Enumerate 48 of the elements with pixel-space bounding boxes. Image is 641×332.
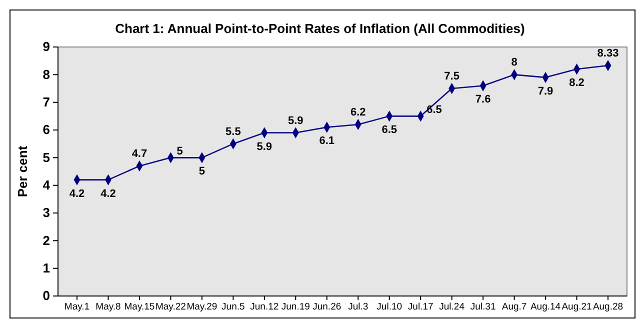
x-tick-label: Aug.14 xyxy=(530,302,561,313)
x-tick-label: May.29 xyxy=(186,302,218,313)
y-tick-label: 7 xyxy=(42,94,50,110)
data-label: 4.2 xyxy=(100,188,116,200)
data-label: 6.5 xyxy=(426,104,442,116)
y-axis-title: Per cent xyxy=(15,145,30,198)
x-tick-label: Jun.5 xyxy=(222,302,245,313)
x-tick-label: Jul.10 xyxy=(376,302,402,313)
data-label: 8.33 xyxy=(597,48,619,60)
data-label: 5 xyxy=(198,166,206,178)
y-tick-label: 9 xyxy=(42,39,50,54)
data-label: 5.9 xyxy=(288,114,304,127)
y-tick-label: 6 xyxy=(42,122,50,138)
data-label: 5.9 xyxy=(256,140,272,153)
x-tick-label: Aug.7 xyxy=(502,302,527,313)
data-label: 6.1 xyxy=(319,135,335,148)
data-label: 8.2 xyxy=(569,77,584,90)
x-tick-label: Aug.21 xyxy=(562,302,592,313)
x-tick-label: May.8 xyxy=(96,302,121,313)
y-tick-label: 0 xyxy=(42,288,50,304)
x-tick-label: May.15 xyxy=(124,302,155,313)
data-label: 6.5 xyxy=(382,124,397,136)
x-tick-label: May.22 xyxy=(155,302,186,313)
chart-title: Chart 1: Annual Point-to-Point Rates of Inflation (All Commodities) xyxy=(115,21,525,36)
data-label: 6.2 xyxy=(350,106,366,118)
x-tick-label: Jul.17 xyxy=(408,302,434,313)
data-label: 7.6 xyxy=(475,94,491,106)
x-tick-label: Jul.3 xyxy=(348,302,368,313)
x-tick-label: Aug.28 xyxy=(592,302,624,313)
data-label: 5 xyxy=(176,146,183,158)
x-tick-label: May.1 xyxy=(64,302,90,313)
y-tick-label: 4 xyxy=(42,177,51,192)
x-tick-label: Jul.24 xyxy=(439,302,465,313)
x-tick-label: Jun.19 xyxy=(281,302,310,313)
x-tick-label: Jun.26 xyxy=(312,302,342,313)
data-label: 7.5 xyxy=(444,70,460,82)
data-label: 8 xyxy=(511,56,518,69)
data-label: 7.9 xyxy=(538,85,554,98)
x-tick-label: Jun.12 xyxy=(250,302,279,313)
x-tick-label: Jul.31 xyxy=(470,302,496,313)
data-label: 4.2 xyxy=(69,188,85,200)
y-tick-label: 5 xyxy=(42,150,50,165)
y-tick-label: 8 xyxy=(42,66,50,82)
y-tick-label: 3 xyxy=(42,205,50,220)
y-tick-label: 2 xyxy=(42,232,50,248)
data-label: 4.7 xyxy=(132,148,148,160)
y-tick-label: 1 xyxy=(42,260,50,276)
data-label: 5.5 xyxy=(226,126,241,138)
